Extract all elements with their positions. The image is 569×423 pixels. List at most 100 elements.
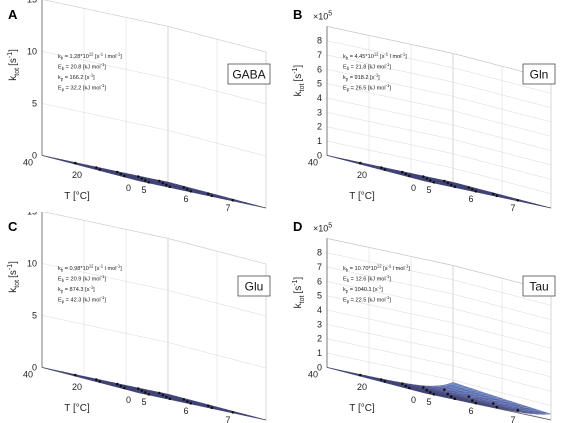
data-point (210, 406, 214, 410)
z-tick-label: 4 (317, 305, 322, 315)
data-points (359, 373, 520, 412)
z-tick-label: 10 (27, 258, 37, 268)
fit-parameters: kb = 1.28*1012 [s-1 l mol-1]Eb = 20.8 [k… (58, 52, 122, 93)
surface-plot-c: 051015×104020405678pHT [°C]ktot[s-1]kb =… (7, 212, 271, 423)
data-point (140, 177, 144, 180)
legend: Tau (522, 275, 556, 297)
data-point (207, 404, 210, 408)
z-tick-label: 15 (27, 212, 37, 216)
data-point (495, 405, 499, 409)
temp-tick-label: 40 (308, 157, 318, 167)
z-tick-label: 2 (317, 122, 322, 132)
fit-parameter: Eb = 12.6 [kJ mol-1] (343, 274, 391, 283)
data-point (429, 391, 432, 394)
temp-tick-label: 40 (23, 157, 33, 167)
data-point (165, 183, 168, 187)
z-multiplier: ×105 (313, 222, 332, 233)
data-point (168, 185, 172, 189)
data-points (74, 161, 235, 202)
fit-parameter: kp = 166.2 [s-1] (58, 73, 95, 82)
data-point (495, 194, 499, 198)
fit-parameters: kb = 4.45*1012 [s-1 l mol-1]Eb = 21.8 [k… (343, 52, 407, 93)
data-point (147, 181, 151, 184)
data-point (467, 395, 471, 398)
z-ticks: 0 5 10 15 (27, 0, 37, 160)
temp-tick-label: 0 (126, 395, 131, 405)
data-point (98, 168, 102, 171)
temp-ticks: 0 20 40 (23, 157, 131, 193)
data-point (123, 386, 126, 390)
data-point (443, 388, 446, 391)
temp-axis-label: T [°C] (64, 191, 90, 202)
temp-tick-label: 20 (357, 170, 367, 180)
data-point (446, 181, 450, 185)
fit-parameter: Eb = 20.8 [kJ mol-1] (58, 62, 106, 71)
temp-tick-label: 20 (72, 382, 82, 392)
data-point (207, 192, 210, 196)
data-point (210, 194, 214, 198)
temp-axis-label: T [°C] (64, 403, 90, 414)
data-point (95, 166, 98, 169)
z-ticks: 0 1 2 3 4 5 6 7 8 (317, 248, 322, 373)
temp-tick-label: 0 (411, 183, 416, 193)
ph-tick-label: 5 (426, 397, 431, 407)
fit-parameter: Ep = 26.5 [kJ mol-1] (343, 83, 391, 92)
legend-entry: Gln (530, 68, 549, 82)
data-point (401, 170, 404, 174)
temp-tick-label: 40 (23, 369, 33, 379)
data-point (422, 175, 425, 178)
data-point (474, 190, 478, 193)
fit-parameter: kp = 874.3 [s-1] (58, 285, 95, 294)
data-point (144, 391, 147, 394)
ph-tick-label: 5 (141, 397, 146, 407)
temp-tick-label: 20 (357, 382, 367, 392)
data-point (404, 172, 408, 176)
data-points (359, 161, 520, 202)
panel-a: 051015×104020405678pHT [°C]ktot[s-1]kb =… (0, 0, 284, 211)
z-ticks: 0 1 2 3 4 5 6 7 8 (317, 36, 322, 161)
surface-cell (135, 179, 147, 183)
ph-tick-label: 6 (468, 406, 473, 416)
data-point (453, 185, 457, 189)
legend-box (227, 63, 271, 85)
legend-box (237, 275, 271, 297)
data-point (74, 373, 77, 377)
data-point (471, 188, 474, 191)
legend-entry: Tau (529, 280, 548, 294)
legend-box (522, 275, 556, 297)
data-point (158, 179, 161, 183)
surface-cell (420, 391, 432, 395)
ph-tick-label: 7 (510, 203, 515, 211)
surface-cell (135, 391, 147, 395)
data-point (429, 179, 432, 182)
data-point (443, 179, 446, 183)
data-point (74, 161, 77, 165)
surface-plot-a: 051015×104020405678pHT [°C]ktot[s-1]kb =… (7, 0, 271, 211)
panel-letter: C (8, 219, 18, 234)
data-point (144, 179, 147, 182)
z-tick-label: 3 (317, 319, 322, 329)
fit-parameter: kp = 1040.1 [s-1] (343, 285, 383, 294)
data-point (189, 190, 193, 193)
z-tick-label: 1 (317, 348, 322, 358)
z-axis-label: ktot[s-1] (7, 49, 21, 81)
data-point (383, 380, 387, 383)
legend-entry: Glu (245, 280, 264, 294)
data-point (119, 172, 123, 176)
z-tick-label: 5 (32, 98, 37, 108)
data-point (186, 188, 189, 191)
data-point (189, 402, 193, 405)
z-tick-label: 1 (317, 136, 322, 146)
z-tick-label: 10 (27, 46, 37, 56)
panel-c: 051015×104020405678pHT [°C]ktot[s-1]kb =… (0, 212, 284, 423)
data-point (425, 388, 429, 392)
ph-tick-label: 6 (468, 194, 473, 204)
z-tick-label: 8 (317, 36, 322, 46)
panel-letter: B (293, 7, 302, 22)
data-point (471, 399, 474, 402)
data-point (408, 174, 411, 178)
data-point (492, 192, 495, 196)
